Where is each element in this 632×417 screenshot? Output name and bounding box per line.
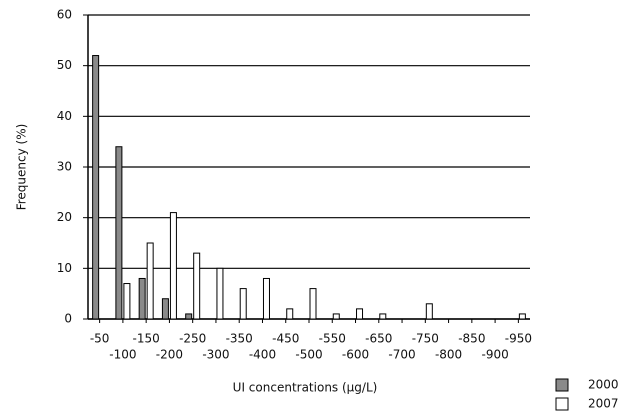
- y-tick-label: 0: [64, 312, 72, 326]
- legend-label: 2000: [588, 378, 619, 392]
- x-tick-label: -100: [109, 348, 136, 362]
- bar: [332, 313, 340, 320]
- x-tick-label: -700: [388, 348, 415, 362]
- x-tick-label: -750: [412, 332, 439, 346]
- bar: [193, 252, 201, 320]
- y-tick-label: 60: [57, 8, 72, 22]
- y-tick-label: 50: [57, 58, 72, 72]
- x-tick-label: -650: [365, 332, 392, 346]
- x-tick-label: -200: [156, 348, 183, 362]
- bar: [123, 283, 131, 320]
- x-tick-label: -300: [202, 348, 229, 362]
- bar: [518, 313, 526, 320]
- x-tick-label: -600: [342, 348, 369, 362]
- x-tick-label: -250: [179, 332, 206, 346]
- x-tick-label: -900: [481, 348, 508, 362]
- x-tick-label: -950: [505, 332, 532, 346]
- bar: [169, 212, 177, 320]
- bar: [146, 242, 154, 320]
- x-tick-label: -800: [435, 348, 462, 362]
- bar: [286, 308, 294, 320]
- x-tick-label: -500: [295, 348, 322, 362]
- y-tick-label: 10: [57, 261, 72, 275]
- bar: [262, 277, 270, 320]
- y-tick-label: 30: [57, 160, 72, 174]
- bar: [92, 55, 100, 320]
- legend-swatch: [555, 397, 569, 411]
- x-tick-label: -50: [90, 332, 110, 346]
- x-tick-label: -400: [249, 348, 276, 362]
- bar: [115, 146, 123, 320]
- bar: [185, 313, 193, 320]
- bar: [425, 303, 433, 320]
- bar: [216, 267, 224, 320]
- x-tick-label: -450: [272, 332, 299, 346]
- x-tick-label: -850: [458, 332, 485, 346]
- legend-label: 2007: [588, 397, 619, 411]
- legend-swatch: [555, 378, 569, 392]
- bar: [239, 288, 247, 320]
- bar: [309, 288, 317, 320]
- x-tick-label: -150: [133, 332, 160, 346]
- y-tick-label: 40: [57, 109, 72, 123]
- bar: [379, 313, 387, 320]
- bar: [161, 298, 169, 320]
- x-tick-label: -550: [319, 332, 346, 346]
- y-tick-label: 20: [57, 210, 72, 224]
- x-axis-title: UI concentrations (µg/L): [233, 381, 378, 395]
- x-tick-label: -350: [226, 332, 253, 346]
- bar: [356, 308, 364, 320]
- bar: [138, 277, 146, 320]
- y-axis-title: Frequency (%): [15, 124, 29, 211]
